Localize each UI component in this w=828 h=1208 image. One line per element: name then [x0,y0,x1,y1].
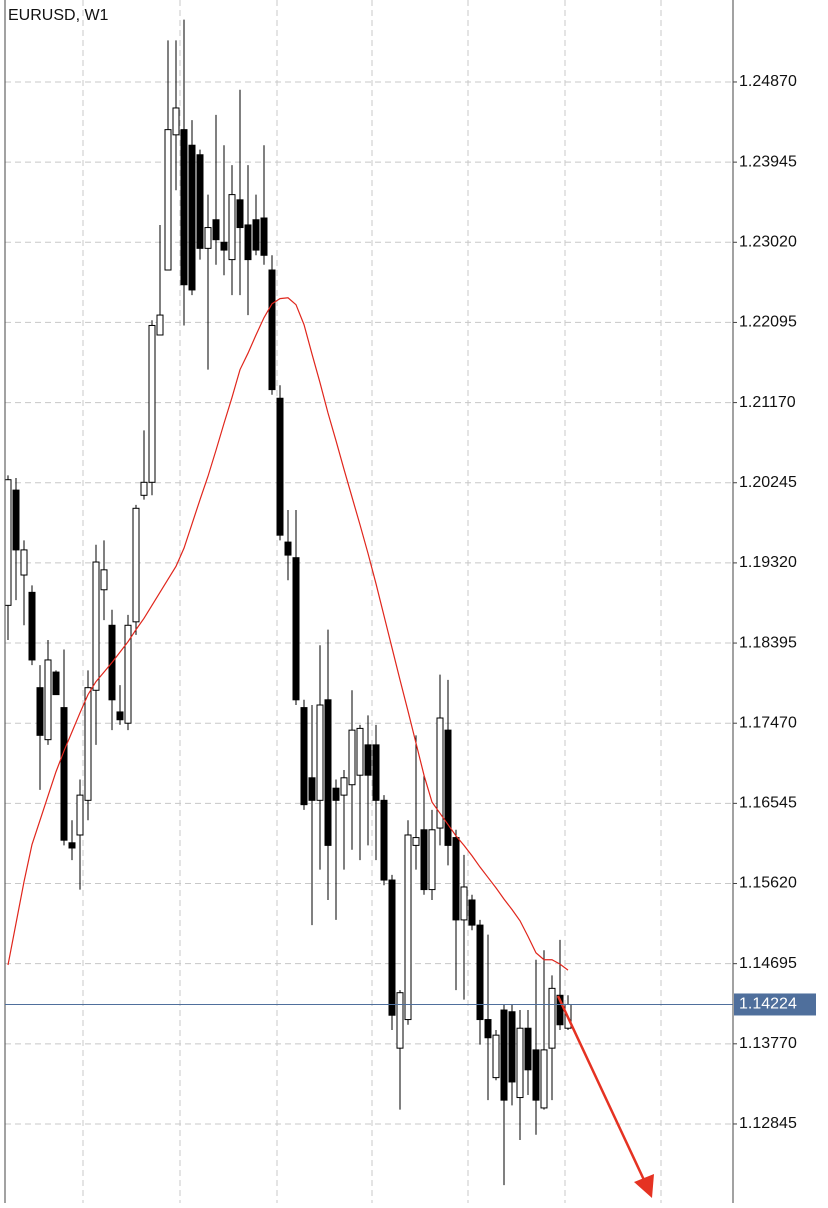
candle-body [84,687,92,801]
candle-body [92,561,100,691]
candle-body [540,1049,548,1109]
candle-body [516,1027,524,1099]
candle-body [148,324,156,483]
candle-body [508,1011,516,1083]
candle-body [188,144,196,291]
candle-body [12,489,20,551]
candle-body [52,671,60,696]
candle-body [76,794,84,836]
candle-body [412,837,420,846]
y-tick-label: 1.17470 [739,714,797,731]
candle-body [140,481,148,496]
y-tick-label: 1.22095 [739,314,797,331]
y-tick-label: 1.21170 [739,394,796,411]
candle-body [340,777,348,796]
current-price-label: 1.14224 [739,996,797,1013]
candle-body [348,729,356,786]
current-price-box [734,993,816,1016]
candle-body [324,699,332,846]
chart-title: EURUSD, W1 [8,7,109,24]
candle-body [420,829,428,891]
arrow-head [634,1174,654,1198]
candle-body [196,154,204,249]
candle-body [180,129,188,286]
y-tick-label: 1.14695 [739,955,797,972]
candle-body [492,1034,500,1079]
candle-body [332,787,340,801]
candle-body [260,217,268,256]
candle-body [204,227,212,249]
candle-body [28,591,36,661]
candle-body [524,1027,532,1071]
candle-body [292,557,300,701]
y-tick-label: 1.12845 [739,1115,797,1132]
candle-body [388,879,396,1016]
candle-body [372,744,380,801]
candle-body [308,777,316,801]
candle-body [476,924,484,1021]
candle-body [100,569,108,591]
candle-body [268,269,276,391]
candle-body [396,992,404,1049]
candle-body [364,744,372,776]
moving-average-line [7,297,569,971]
candle-body [316,704,324,801]
candle-body [212,219,220,241]
candle-body [244,224,252,261]
candle-body [284,541,292,556]
candle-body [532,1049,540,1101]
candle-body [556,994,564,1026]
candle-body [132,507,140,623]
candle-body [36,687,44,736]
y-tick-label: 1.23945 [739,153,797,170]
candle-body [228,194,236,261]
candle-body [252,219,260,251]
y-tick-label: 1.19320 [739,554,797,571]
candle-body [428,829,436,891]
y-tick-label: 1.15620 [739,875,797,892]
candle-body [548,987,556,1049]
candle-body [20,549,28,576]
y-tick-label: 1.20245 [739,474,797,491]
y-tick-label: 1.23020 [739,233,797,250]
candle-body [452,837,460,921]
candle-body [4,479,12,606]
candle-body [436,717,444,829]
candle-body [356,727,364,776]
candle-body [164,129,172,271]
candle-body [68,842,76,849]
candle-body [156,314,164,336]
candle-body [468,899,476,926]
trend-arrow [556,995,654,1198]
candle-body [484,1019,492,1039]
y-tick-label: 1.24870 [739,73,797,90]
candle-body [124,624,132,724]
candle-body [220,241,228,251]
candle-body [172,107,180,136]
candle-body [276,397,284,536]
candle-body [116,711,124,721]
candle-body [500,1009,508,1101]
marks [4,19,572,1186]
candle-body [460,886,468,921]
y-tick-label: 1.16545 [739,795,797,812]
candle-body [404,834,412,1021]
candle-body [60,707,68,841]
candle-body [44,659,52,741]
y-tick-label: 1.18395 [739,634,797,651]
candle-body [236,199,244,229]
arrow-line [556,995,646,1181]
candle-body [300,707,308,806]
y-tick-label: 1.13770 [739,1035,797,1052]
candle-body [444,729,452,846]
candle-body [380,799,388,881]
